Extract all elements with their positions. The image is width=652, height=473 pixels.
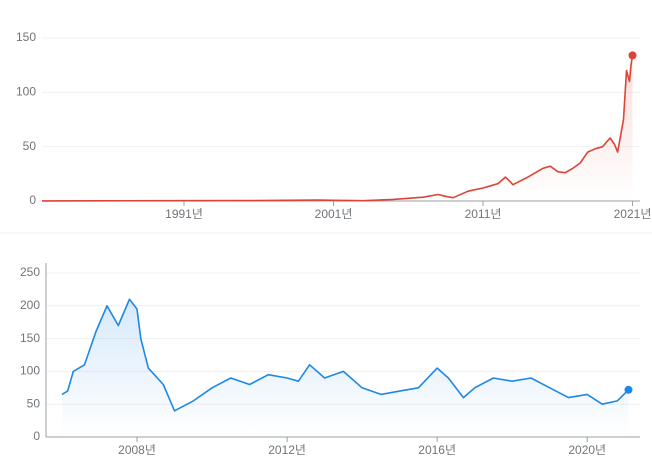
end-dot	[624, 385, 633, 394]
y-tick-label: 200	[20, 298, 40, 312]
y-tick-label: 50	[27, 396, 41, 410]
area-fill	[42, 55, 633, 202]
x-tick-label: 2021년	[614, 207, 652, 221]
y-tick-label: 0	[33, 429, 40, 443]
y-tick-label: 150	[20, 331, 40, 345]
x-tick-label: 2012년	[268, 443, 306, 457]
x-tick-label: 2020년	[568, 443, 606, 457]
price-line	[61, 298, 630, 412]
end-dot	[628, 51, 637, 60]
y-tick-label: 100	[20, 364, 40, 378]
area-fill	[62, 299, 629, 437]
price-line	[41, 55, 634, 202]
y-tick-label: 250	[20, 265, 40, 279]
x-tick-label: 2001년	[315, 207, 353, 221]
x-tick-label: 1991년	[165, 207, 203, 221]
y-tick-label: 50	[23, 139, 37, 153]
y-tick-label: 0	[29, 193, 36, 207]
x-tick-label: 2008년	[118, 443, 156, 457]
y-tick-label: 100	[16, 85, 36, 99]
x-tick-label: 2011년	[465, 207, 502, 221]
x-tick-label: 2016년	[418, 443, 456, 457]
y-tick-label: 150	[16, 30, 36, 44]
